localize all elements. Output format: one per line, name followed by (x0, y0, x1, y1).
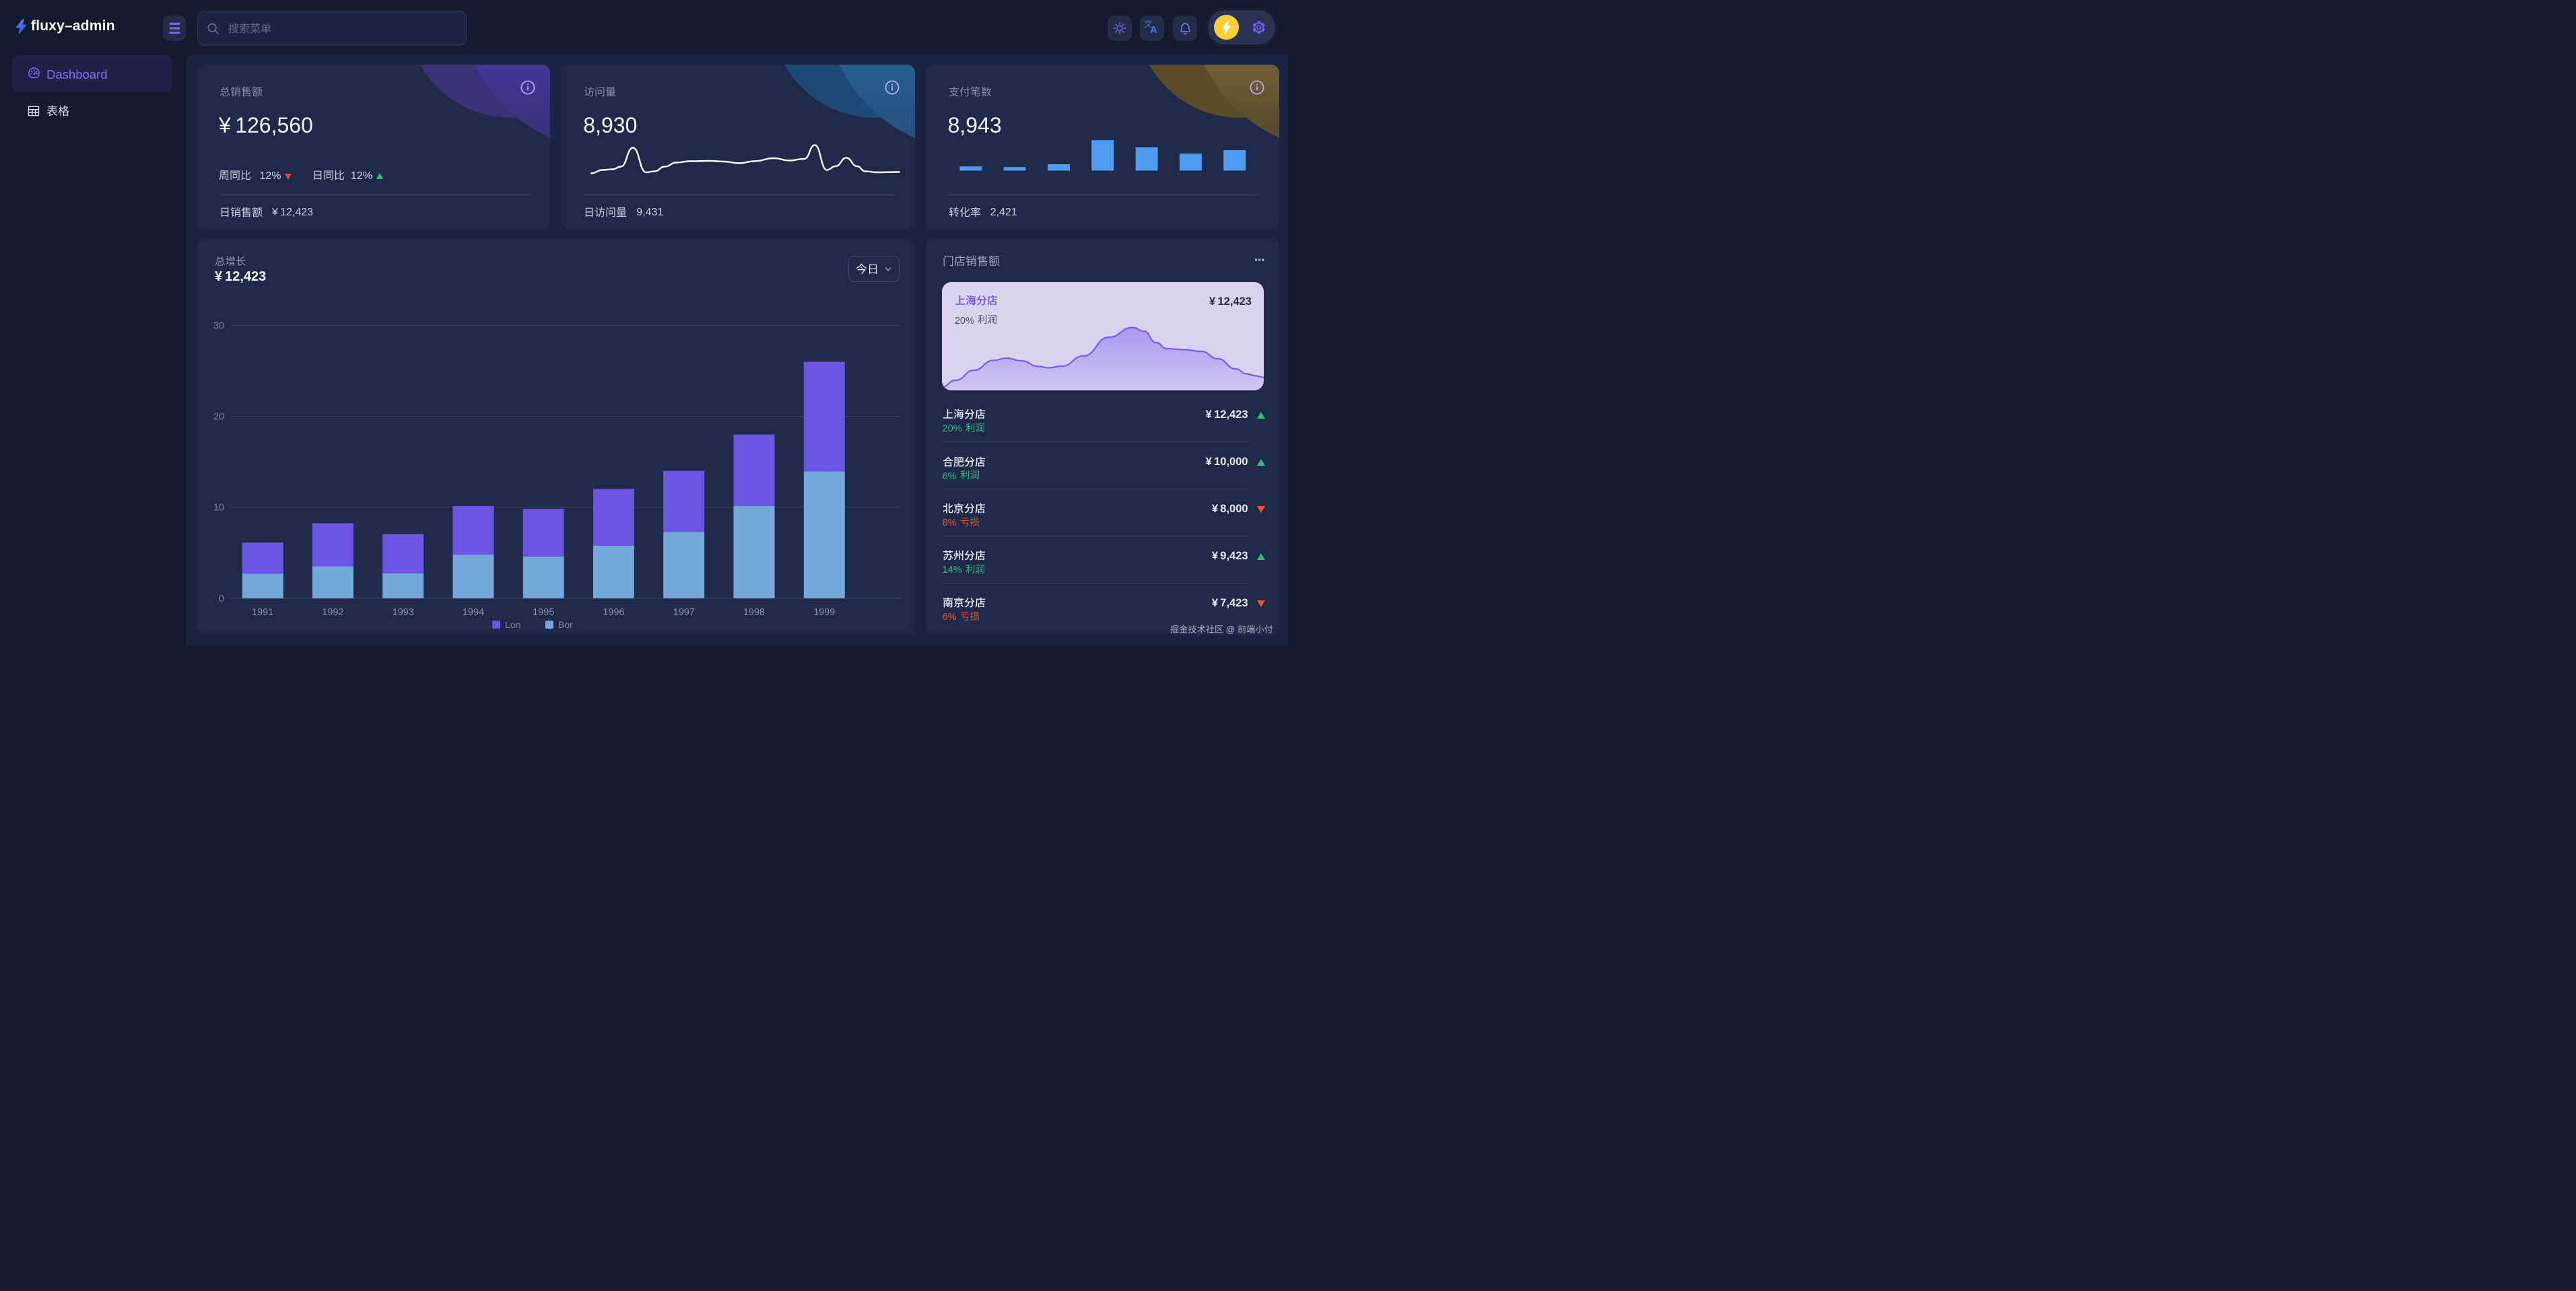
svg-text:Bor: Bor (558, 619, 573, 630)
svg-text:0: 0 (219, 594, 224, 604)
svg-text:1998: 1998 (743, 607, 765, 618)
svg-text:1999: 1999 (813, 607, 835, 618)
svg-text:1997: 1997 (673, 607, 695, 618)
svg-text:Lon: Lon (505, 619, 520, 630)
svg-text:1995: 1995 (533, 607, 554, 618)
svg-text:1991: 1991 (252, 607, 273, 618)
svg-text:1992: 1992 (322, 607, 343, 618)
svg-text:1994: 1994 (463, 607, 484, 618)
svg-text:20: 20 (213, 412, 224, 423)
svg-text:30: 30 (213, 320, 224, 331)
svg-text:1993: 1993 (393, 607, 414, 618)
svg-text:10: 10 (213, 503, 224, 514)
svg-text:1996: 1996 (603, 607, 624, 618)
